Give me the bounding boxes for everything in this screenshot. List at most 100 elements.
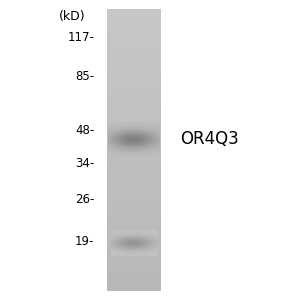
Bar: [146, 251, 147, 252]
Bar: [129, 139, 130, 140]
Bar: [111, 232, 112, 233]
Bar: [106, 234, 160, 236]
Bar: [113, 152, 114, 153]
Bar: [152, 239, 153, 240]
Bar: [148, 144, 149, 145]
Bar: [127, 231, 128, 232]
Bar: [155, 139, 156, 140]
Bar: [112, 232, 113, 233]
Bar: [108, 126, 109, 127]
Bar: [135, 230, 136, 231]
Bar: [122, 232, 123, 233]
Bar: [151, 129, 152, 130]
Bar: [148, 250, 149, 251]
Bar: [153, 141, 154, 142]
Bar: [132, 245, 133, 246]
Bar: [140, 147, 141, 148]
Bar: [145, 139, 146, 140]
Bar: [156, 134, 157, 135]
Bar: [134, 123, 135, 124]
Bar: [128, 143, 129, 144]
Bar: [120, 247, 121, 248]
Bar: [134, 243, 135, 244]
Bar: [146, 254, 147, 255]
Bar: [146, 128, 147, 129]
Bar: [124, 144, 125, 145]
Bar: [134, 144, 135, 145]
Bar: [139, 129, 140, 130]
Bar: [155, 125, 156, 126]
Bar: [152, 250, 153, 251]
Bar: [106, 142, 160, 144]
Bar: [153, 134, 154, 135]
Bar: [131, 135, 132, 136]
Bar: [155, 139, 156, 140]
Bar: [143, 153, 144, 154]
Bar: [139, 155, 140, 156]
Bar: [111, 240, 112, 241]
Bar: [146, 239, 147, 240]
Bar: [124, 150, 125, 151]
Bar: [142, 152, 143, 153]
Bar: [121, 154, 122, 155]
Bar: [128, 155, 129, 156]
Bar: [120, 230, 121, 231]
Bar: [135, 126, 136, 127]
Bar: [128, 139, 129, 140]
Bar: [141, 134, 142, 135]
Bar: [130, 155, 131, 156]
Bar: [126, 245, 127, 246]
Bar: [109, 132, 110, 133]
Bar: [154, 142, 155, 143]
Bar: [136, 241, 137, 242]
Bar: [123, 154, 124, 155]
Bar: [127, 239, 128, 240]
Bar: [137, 233, 138, 234]
Bar: [150, 129, 151, 130]
Bar: [132, 147, 133, 148]
Bar: [119, 125, 120, 126]
Bar: [124, 148, 125, 149]
Bar: [120, 246, 121, 247]
Bar: [136, 239, 137, 240]
Bar: [121, 123, 122, 124]
Bar: [122, 126, 123, 127]
Bar: [139, 242, 140, 243]
Bar: [132, 143, 133, 144]
Bar: [118, 242, 119, 243]
Bar: [120, 231, 121, 232]
Bar: [114, 245, 115, 246]
Bar: [118, 139, 119, 140]
Bar: [117, 142, 118, 143]
Bar: [121, 126, 122, 127]
Bar: [136, 238, 137, 239]
Bar: [120, 148, 121, 149]
Bar: [148, 137, 149, 138]
Bar: [115, 246, 116, 247]
Bar: [149, 251, 150, 252]
Bar: [159, 154, 160, 155]
Bar: [110, 155, 111, 156]
Bar: [108, 125, 109, 126]
Bar: [126, 155, 127, 156]
Bar: [130, 247, 131, 248]
Bar: [150, 133, 151, 134]
Bar: [116, 146, 117, 147]
Bar: [151, 142, 152, 143]
Bar: [150, 144, 151, 145]
Bar: [119, 242, 120, 243]
Bar: [155, 144, 156, 145]
Bar: [142, 155, 143, 156]
Bar: [113, 132, 114, 133]
Bar: [124, 156, 125, 157]
Bar: [124, 125, 125, 126]
Bar: [110, 135, 111, 136]
Bar: [139, 235, 140, 236]
Bar: [117, 126, 118, 127]
Bar: [149, 245, 150, 246]
Bar: [148, 244, 149, 245]
Bar: [138, 128, 139, 129]
Bar: [114, 244, 115, 245]
Bar: [118, 251, 119, 252]
Bar: [135, 232, 136, 233]
